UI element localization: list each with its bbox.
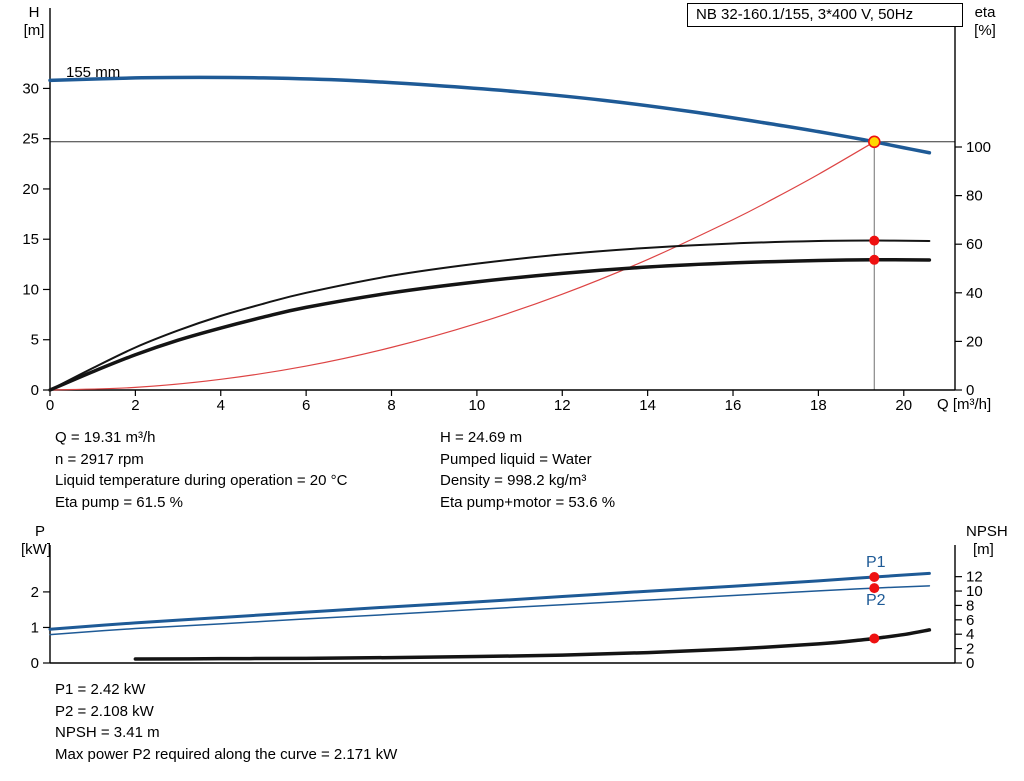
p2-curve xyxy=(49,585,931,636)
y-right-tick-label: 2 xyxy=(966,641,974,658)
info-line-eta-pump: Eta pump = 61.5 % xyxy=(55,493,183,511)
info-line-npsh: NPSH = 3.41 m xyxy=(55,724,160,741)
info-line-density: Density = 998.2 kg/m³ xyxy=(440,472,587,489)
y-left-axis-title: H xyxy=(29,4,40,21)
info-line-n: n = 2917 rpm xyxy=(55,450,144,468)
pump-model-badge: NB 32-160.1/155, 3*400 V, 50Hz xyxy=(687,3,963,27)
y-right-tick-label: 10 xyxy=(966,583,983,600)
npsh-marker xyxy=(869,633,880,644)
x-tick-label: 16 xyxy=(725,397,742,414)
y-right-tick-label: 80 xyxy=(966,188,983,205)
info-line-q: Q = 19.31 m³/h xyxy=(55,429,156,446)
y-left-tick-label: 2 xyxy=(31,584,39,601)
system-curve xyxy=(49,141,875,391)
x-axis-title: Q [m³/h] xyxy=(937,396,991,413)
operating-point-info-left: Q = 19.31 m³/h n = 2917 rpm Liquid tempe… xyxy=(55,427,440,513)
y-right-tick-label: 0 xyxy=(966,382,974,399)
x-tick-label: 12 xyxy=(554,397,571,414)
y-right-tick-label: 8 xyxy=(966,597,974,614)
p2-marker xyxy=(869,583,880,594)
info-line-p1: P1 = 2.42 kW xyxy=(55,681,146,698)
x-tick-label: 0 xyxy=(46,397,54,414)
power-npsh-info: P1 = 2.42 kW P2 = 2.108 kW NPSH = 3.41 m… xyxy=(55,679,397,765)
info-line-max-power: Max power P2 required along the curve = … xyxy=(55,745,398,763)
eta-pump-motor-curve xyxy=(48,257,932,392)
y-right-axis-title: [%] xyxy=(974,22,996,39)
p1-marker xyxy=(869,572,880,582)
y-right-tick-label: 20 xyxy=(966,333,983,350)
x-tick-label: 14 xyxy=(639,397,656,414)
eta-pump-curve xyxy=(49,239,931,391)
x-tick-label: 20 xyxy=(895,397,912,414)
duty-point-marker xyxy=(867,135,881,149)
y-left-tick-label: 10 xyxy=(22,281,39,298)
x-tick-label: 10 xyxy=(469,397,486,414)
x-tick-label: 6 xyxy=(302,397,310,414)
impeller-size-label: 155 mm xyxy=(66,64,120,81)
y-right-axis-title: NPSH xyxy=(966,523,1008,540)
y-left-tick-label: 25 xyxy=(22,131,39,148)
p1-label: P1 xyxy=(866,554,886,571)
y-right-axis-title: [m] xyxy=(973,541,994,558)
operating-point-info: Q = 19.31 m³/h n = 2917 rpm Liquid tempe… xyxy=(55,427,615,513)
operating-point-info-right: H = 24.69 m Pumped liquid = Water Densit… xyxy=(440,427,615,513)
y-right-tick-label: 0 xyxy=(966,655,974,672)
y-right-tick-label: 40 xyxy=(966,285,983,302)
y-left-axis-title: [m] xyxy=(24,22,45,39)
y-left-axis-title: P xyxy=(35,523,45,540)
p2-label: P2 xyxy=(866,592,886,609)
info-line-pumped-liquid: Pumped liquid = Water xyxy=(440,450,592,468)
y-right-tick-label: 100 xyxy=(966,139,991,156)
info-line-eta-pump-motor: Eta pump+motor = 53.6 % xyxy=(440,493,616,511)
y-right-tick-label: 60 xyxy=(966,236,983,253)
y-left-tick-label: 20 xyxy=(22,181,39,198)
y-right-tick-label: 4 xyxy=(966,626,974,643)
y-left-tick-label: 0 xyxy=(31,655,39,672)
x-tick-label: 2 xyxy=(131,397,139,414)
npsh-curve xyxy=(133,628,932,661)
y-left-tick-label: 15 xyxy=(22,231,39,248)
y-left-tick-label: 0 xyxy=(31,382,39,399)
y-right-axis-title: eta xyxy=(975,4,997,21)
y-right-tick-label: 12 xyxy=(966,569,983,586)
y-left-axis-title: [kW] xyxy=(21,541,51,558)
x-tick-label: 18 xyxy=(810,397,827,414)
info-line-liquid-temp: Liquid temperature during operation = 20… xyxy=(55,472,348,489)
y-right-tick-label: 6 xyxy=(966,612,974,629)
p1-curve xyxy=(48,571,931,631)
hq-eta-chart: 0 2 4 6 8 10 12 14 16 18 20 0 5 10 15 20 25 30 0 20 40 60 80 10… xyxy=(22,4,997,414)
y-left-tick-label: 30 xyxy=(22,80,39,97)
x-tick-label: 8 xyxy=(387,397,395,414)
eta-pump-marker xyxy=(869,235,880,246)
x-tick-label: 4 xyxy=(217,397,225,414)
y-left-tick-label: 5 xyxy=(31,332,39,349)
pump-curve-155mm xyxy=(48,75,932,155)
eta-pump-motor-marker xyxy=(869,254,880,265)
info-line-p2: P2 = 2.108 kW xyxy=(55,702,154,720)
y-left-tick-label: 1 xyxy=(31,619,39,636)
info-line-h: H = 24.69 m xyxy=(440,429,523,446)
